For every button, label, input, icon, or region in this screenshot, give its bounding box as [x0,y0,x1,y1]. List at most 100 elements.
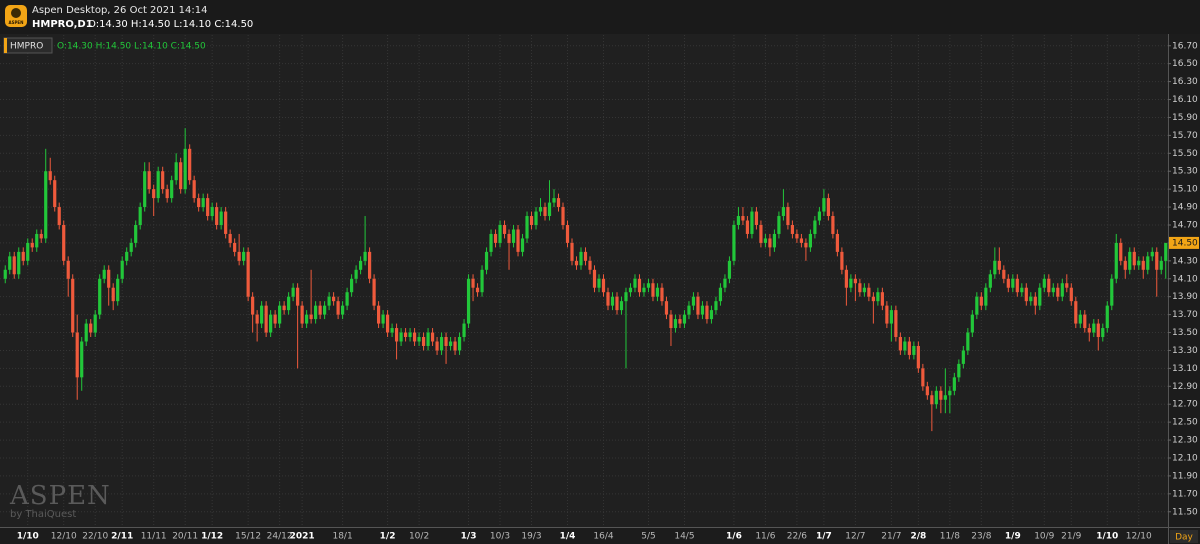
candle-body [1141,260,1145,270]
candle-body [543,207,547,217]
x-tick-label: 1/10 [17,532,39,542]
candle-body [997,260,1001,270]
candle-body [84,323,88,342]
y-tick-label: 16.30 [1172,77,1198,87]
candle-body [1114,242,1118,279]
candle-body [907,341,911,355]
candle-body [700,305,705,315]
candle-body [93,314,97,333]
candle-body [588,260,592,270]
candle-body [381,314,385,324]
candle-body [170,180,174,199]
candle-body [174,162,178,181]
candle-body [961,350,965,364]
candle-body [993,260,997,275]
candle-body [358,260,363,270]
candle-body [948,390,952,396]
candle-body [610,296,615,306]
logo-emblem [11,8,21,18]
candle-body [858,283,862,293]
x-tick-label: 20/11 [172,532,198,542]
candle-body [606,292,610,306]
y-tick-label: 11.90 [1172,471,1198,481]
y-tick-label: 13.70 [1172,310,1198,320]
candle-body [655,287,660,297]
candles [3,128,1168,432]
y-tick-label: 15.30 [1172,167,1198,177]
candle-body [934,390,938,405]
candle-body [44,171,48,239]
candle-body [844,269,848,288]
watermark-by: by ThaiQuest [10,509,76,520]
candle-body [471,278,475,288]
candle-body [885,305,889,324]
candle-body [570,242,574,261]
candle-body [1119,242,1123,261]
candle-body [53,180,57,208]
candle-body [71,278,75,333]
candle-body [853,278,857,284]
candle-body [1024,287,1028,302]
candle-body [89,323,93,333]
candle-body [138,207,142,225]
candle-body [921,368,925,387]
candle-body [201,198,205,208]
candle-body [678,319,682,324]
candle-body [17,251,21,275]
candle-body [197,198,201,208]
candle-body [912,345,916,355]
candle-body [547,202,552,217]
candle-body [1078,314,1082,324]
candle-body [305,314,309,324]
candle-body [1128,251,1132,270]
y-tick-label: 12.70 [1172,400,1198,410]
timeframe[interactable]: Day [1175,533,1193,543]
x-tick-label: 12/10 [1126,532,1152,542]
candle-body [817,211,821,221]
candle-body [1101,328,1105,338]
candle-body [237,251,241,261]
candle-body [835,233,839,252]
candle-body [898,337,902,351]
candle-body [1087,328,1091,333]
candle-body [1047,278,1051,293]
candle-body [3,269,7,279]
candle-body [457,337,462,351]
candle-body [952,377,956,391]
candle-body [35,233,39,248]
candle-body [957,363,961,378]
candle-body [880,292,884,306]
candle-body [597,278,601,288]
candle-body [1015,278,1019,293]
candle-body [233,242,237,252]
candle-body [129,242,133,252]
candle-body [48,171,52,181]
candle-body [529,216,534,225]
candle-body [363,251,367,261]
candle-body [916,345,920,369]
candle-body [777,216,781,234]
candle-body [1132,251,1136,266]
candle-body [1033,296,1037,306]
candle-body [107,269,111,288]
candle-body [367,251,372,279]
timeframe-box[interactable] [1170,530,1198,543]
candle-body [372,278,376,306]
candle-body [30,242,34,248]
candle-body [709,310,714,320]
y-tick-label: 14.10 [1172,274,1198,284]
candle-body [260,305,264,324]
candle-body [894,310,898,338]
candle-body [475,287,480,293]
y-tick-label: 13.30 [1172,346,1198,356]
candle-body [565,224,570,243]
candle-body [889,310,893,324]
candle-body [768,238,772,248]
y-tick-label: 16.50 [1172,59,1198,69]
candle-body [98,278,102,315]
candle-body [556,198,561,208]
candle-body [552,198,556,203]
candle-body [871,296,875,302]
candle-body [763,238,768,243]
candle-body [637,278,642,293]
